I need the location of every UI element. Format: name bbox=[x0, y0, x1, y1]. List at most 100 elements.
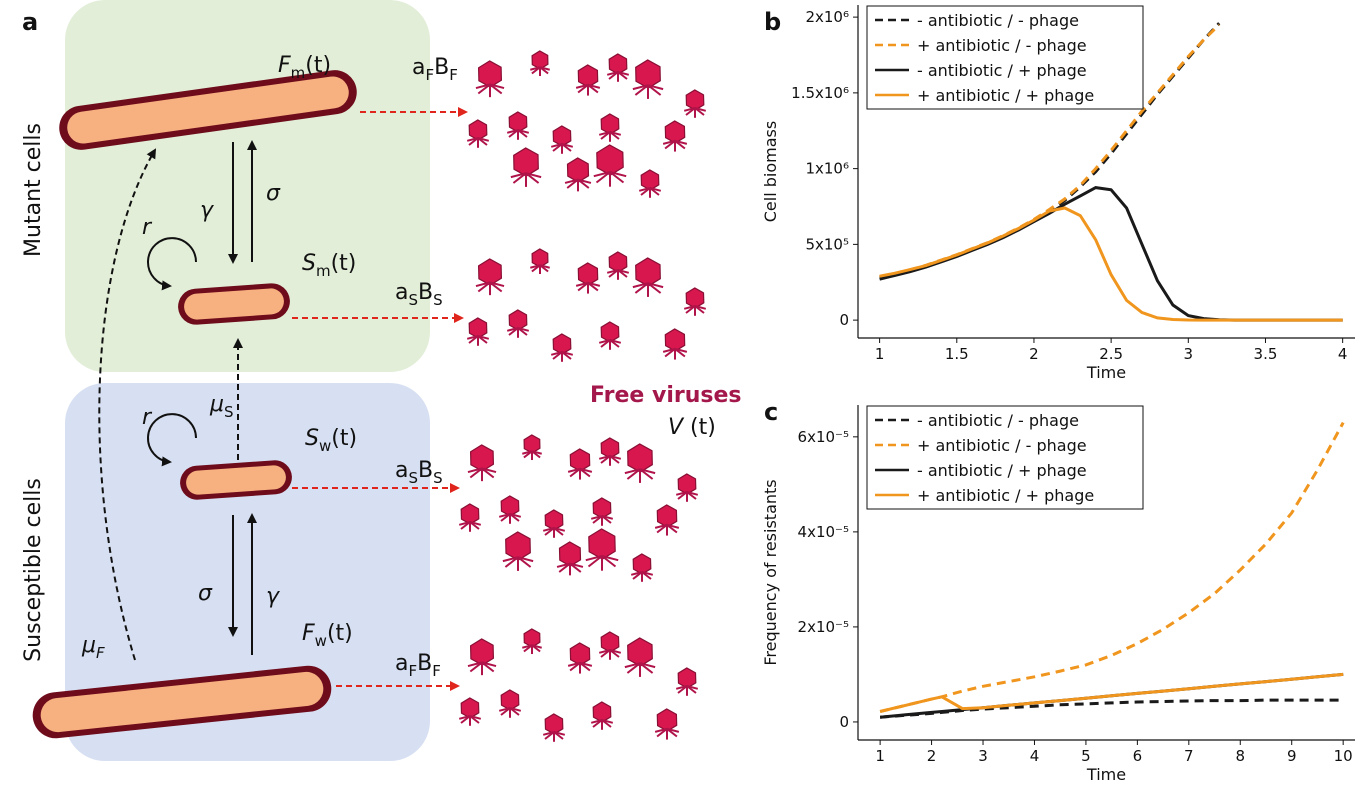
virus-capsid bbox=[641, 170, 659, 190]
x-tick-label: 3 bbox=[978, 747, 988, 765]
diagram-label: Sw(t) bbox=[305, 426, 357, 455]
legend-label: - antibiotic / - phage bbox=[917, 411, 1079, 430]
x-tick-label: 10 bbox=[1334, 747, 1353, 765]
x-tick-label: 3.5 bbox=[1254, 345, 1278, 363]
y-tick-label: 0 bbox=[839, 311, 849, 329]
x-tick-label: 4 bbox=[1030, 747, 1040, 765]
label-part: a bbox=[395, 458, 408, 483]
virus-capsid bbox=[469, 318, 487, 338]
label-part: (t) bbox=[327, 621, 353, 646]
subscript: w bbox=[315, 632, 327, 650]
x-axis-label: Time bbox=[1086, 363, 1126, 382]
virus-capsid bbox=[514, 148, 539, 176]
label-part: (t) bbox=[305, 53, 331, 78]
y-tick-label: 1x10⁶ bbox=[805, 160, 849, 178]
x-tick-label: 5 bbox=[1081, 747, 1091, 765]
legend-label: - antibiotic / - phage bbox=[917, 11, 1079, 30]
x-tick-label: 9 bbox=[1287, 747, 1297, 765]
label-part: B bbox=[434, 55, 449, 80]
virus-capsid bbox=[479, 259, 502, 285]
virus-capsid bbox=[601, 632, 619, 652]
virus-capsid bbox=[665, 121, 684, 143]
x-tick-label: 2 bbox=[927, 747, 937, 765]
diagram-label: Free viruses bbox=[590, 383, 741, 408]
virus-capsid bbox=[636, 60, 661, 88]
label-part: (t) bbox=[683, 415, 716, 440]
x-tick-label: 1 bbox=[875, 345, 885, 363]
label-part: S bbox=[305, 426, 319, 451]
legend-label: - antibiotic / + phage bbox=[917, 61, 1087, 80]
y-tick-label: 2x10⁶ bbox=[805, 8, 849, 26]
y-tick-label: 5x10⁵ bbox=[805, 235, 849, 253]
virus-capsid bbox=[509, 112, 527, 132]
diagram-label: σ bbox=[266, 181, 281, 206]
virus-capsid bbox=[686, 288, 704, 308]
panel-label: c bbox=[764, 398, 778, 426]
label-part: a bbox=[412, 55, 425, 80]
virus-capsid bbox=[461, 504, 479, 524]
x-tick-label: 2 bbox=[1029, 345, 1039, 363]
subscript: F bbox=[408, 662, 417, 680]
label-part: γ bbox=[200, 198, 214, 223]
virus-capsid bbox=[678, 668, 696, 688]
virus-capsid bbox=[506, 532, 531, 560]
diagram-label: γ bbox=[200, 198, 214, 223]
virus-capsid bbox=[636, 258, 661, 286]
diagram-label: Fw(t) bbox=[302, 621, 353, 650]
virus-capsid bbox=[609, 252, 627, 272]
virus-capsid bbox=[553, 334, 571, 354]
virus-capsid bbox=[545, 714, 563, 734]
label-part: B bbox=[417, 651, 432, 676]
diagram-label: V (t) bbox=[668, 415, 716, 440]
label-part: γ bbox=[266, 584, 280, 609]
panel-label: b bbox=[764, 8, 781, 36]
panel-label: a bbox=[22, 8, 38, 36]
label-part: a bbox=[395, 651, 408, 676]
figure: abcMutant cellsSusceptible cellsFm(t)aFB… bbox=[0, 0, 1364, 786]
virus-capsid bbox=[471, 445, 494, 471]
legend-label: + antibiotic / - phage bbox=[917, 436, 1087, 455]
subscript: F bbox=[432, 662, 441, 680]
chart: 11.522.533.5405x10⁵1x10⁶1.5x10⁶2x10⁶Cell… bbox=[761, 5, 1355, 382]
virus-capsid bbox=[524, 629, 540, 647]
label-part: σ bbox=[198, 581, 213, 606]
x-tick-label: 1 bbox=[875, 747, 885, 765]
label-part: μ bbox=[81, 633, 96, 658]
diagram-label: aFBF bbox=[395, 651, 441, 680]
diagram-label: aFBF bbox=[412, 55, 458, 84]
y-tick-label: 1.5x10⁶ bbox=[791, 84, 849, 102]
compartment-label: Susceptible cells bbox=[21, 478, 46, 662]
label-part: σ bbox=[266, 181, 281, 206]
virus-capsid bbox=[593, 498, 611, 518]
virus-capsid bbox=[524, 435, 540, 453]
virus-capsid bbox=[570, 643, 589, 665]
legend-label: + antibiotic / + phage bbox=[917, 86, 1094, 105]
subscript: m bbox=[316, 262, 331, 280]
subscript: F bbox=[425, 66, 434, 84]
legend-label: + antibiotic / + phage bbox=[917, 486, 1094, 505]
y-axis-label: Frequency of resistants bbox=[761, 479, 780, 665]
series-line bbox=[880, 208, 1343, 320]
diagram-label: γ bbox=[266, 584, 280, 609]
diagram-label: Fm(t) bbox=[278, 53, 331, 82]
label-part: F bbox=[302, 621, 315, 646]
subscript: S bbox=[224, 403, 234, 421]
virus-capsid bbox=[657, 709, 676, 731]
x-tick-label: 3 bbox=[1184, 345, 1194, 363]
virus-capsid bbox=[633, 554, 651, 574]
virus-capsid bbox=[578, 65, 597, 87]
virus-capsid bbox=[553, 126, 571, 146]
virus-capsid bbox=[601, 438, 619, 458]
y-tick-label: 0 bbox=[839, 713, 849, 731]
virus-capsid bbox=[509, 310, 527, 330]
label-part: B bbox=[418, 458, 433, 483]
subscript: w bbox=[319, 437, 331, 455]
x-tick-label: 6 bbox=[1133, 747, 1143, 765]
series-line bbox=[880, 188, 1343, 321]
virus-capsid bbox=[532, 249, 548, 267]
label-part: μ bbox=[209, 392, 224, 417]
series-line bbox=[880, 674, 1343, 711]
virus-capsid bbox=[593, 702, 611, 722]
virus-capsid bbox=[469, 120, 487, 140]
legend-label: + antibiotic / - phage bbox=[917, 36, 1087, 55]
